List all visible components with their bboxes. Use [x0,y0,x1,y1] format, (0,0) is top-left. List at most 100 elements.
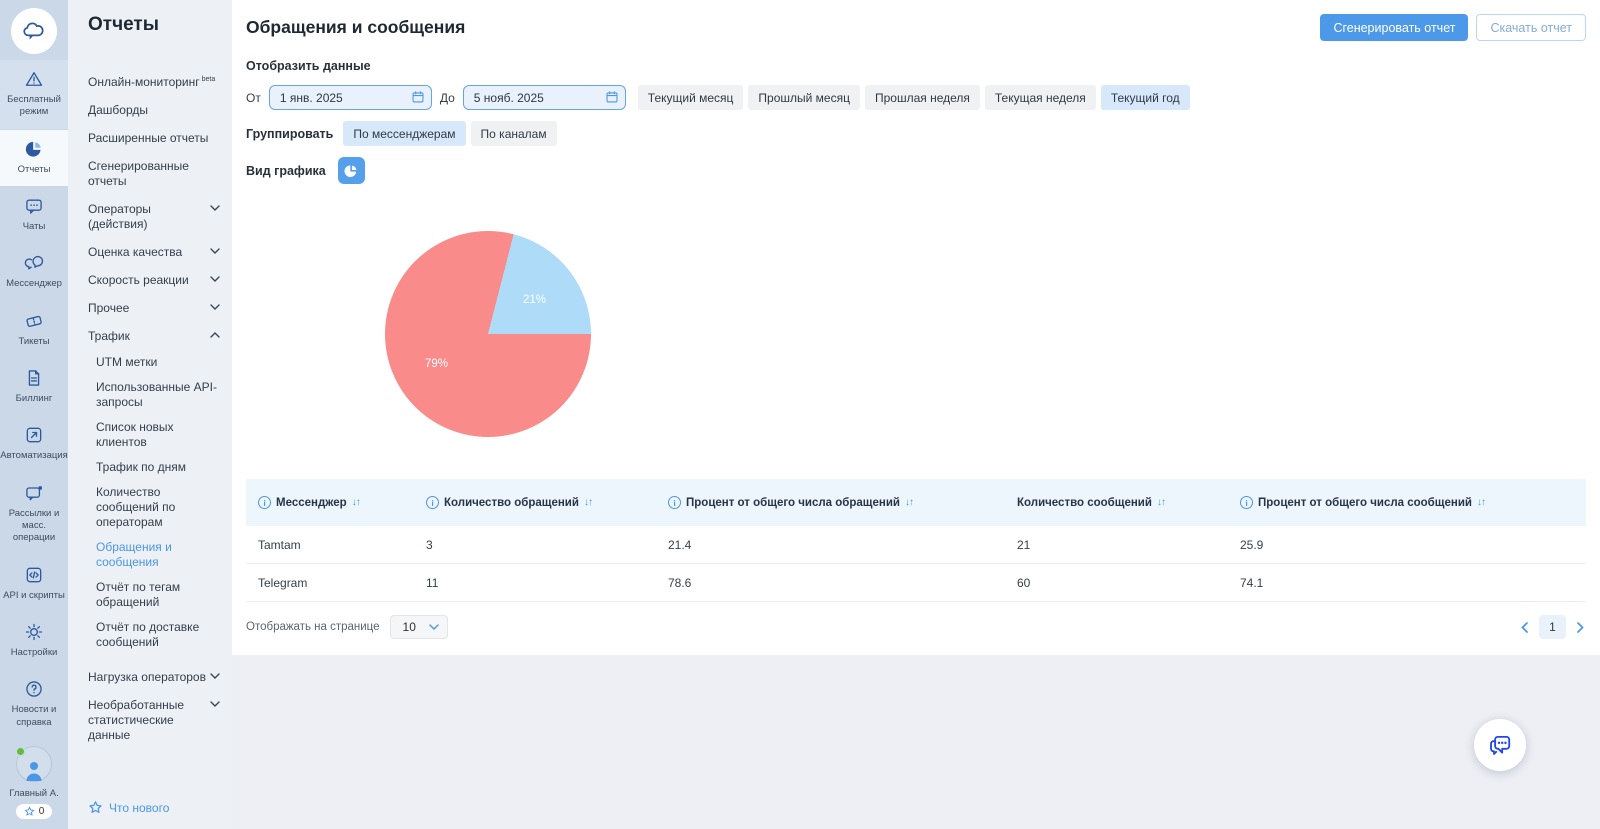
sidebar-item-api-requests[interactable]: Использованные API-запросы [96,375,222,415]
range-last-week[interactable]: Прошлая неделя [864,85,980,110]
info-icon[interactable]: i [1240,496,1253,509]
column-header-message-percent[interactable]: i Процент от общего числа сообщений ↓↑ [1228,496,1586,509]
sidebar-item-traffic-by-day[interactable]: Трафик по дням [96,455,222,480]
rail-item-label: Настройки [10,647,58,659]
range-current-year[interactable]: Текущий год [1100,85,1190,110]
rating-pill[interactable]: 0 [15,804,53,819]
sidebar-item-utm[interactable]: UTM метки [96,350,222,375]
rail-item-billing[interactable]: Биллинг [0,359,68,415]
info-icon[interactable]: i [668,496,681,509]
sidebar-item-raw-statistics[interactable]: Необработанные статистические данные [88,691,222,749]
sidebar-item-operator-load[interactable]: Нагрузка операторов [88,663,222,691]
table-row: Tamtam 3 21.4 21 25.9 [246,526,1586,564]
sidebar-item-quality[interactable]: Оценка качества [88,238,222,266]
column-header-request-percent[interactable]: i Процент от общего числа обращений ↓↑ [656,496,1005,509]
rail-item-settings[interactable]: Настройки [0,613,68,669]
sidebar-item-advanced-reports[interactable]: Расширенные отчеты [88,124,222,152]
current-page-number[interactable]: 1 [1539,615,1566,639]
per-page-select[interactable]: 10 [389,615,448,639]
chevron-down-icon [428,624,439,630]
whats-new-link[interactable]: Что нового [88,800,222,815]
sidebar-item-requests-and-messages[interactable]: Обращения и сообщения [96,535,222,575]
pie-chart-canvas[interactable] [385,231,591,437]
cell-messenger: Telegram [258,575,308,590]
group-by-messenger[interactable]: По мессенджерам [343,121,466,146]
sidebar-item-online-monitoring[interactable]: Онлайн-мониторинг beta [88,68,222,96]
sort-icon[interactable]: ↓↑ [1156,497,1166,508]
app-logo[interactable] [11,8,57,54]
cell-message-count: 21 [1017,537,1031,552]
pagination: Отображать на странице 10 1 [246,615,1586,639]
star-icon [24,806,35,816]
chevron-down-icon [210,700,220,707]
from-label: От [246,90,261,105]
sidebar-item-label: Нагрузка операторов [88,669,206,684]
sidebar-title: Отчеты [88,14,159,35]
sidebar-item-new-clients[interactable]: Список новых клиентов [96,415,222,455]
sidebar-item-report-by-tags[interactable]: Отчёт по тегам обращений [96,575,222,615]
sidebar-item-label: Дашборды [88,102,148,117]
sidebar-item-dashboards[interactable]: Дашборды [88,96,222,124]
next-page-button[interactable] [1575,620,1586,635]
pie-slice-label-tamtam: 21% [523,294,547,306]
info-icon[interactable]: i [426,496,439,509]
rail-item-automation[interactable]: Автоматизация [0,416,68,472]
avatar[interactable] [14,746,52,782]
ticket-icon [24,311,44,331]
column-header-message-count[interactable]: Количество сообщений ↓↑ [1005,497,1228,509]
question-circle-icon [24,679,44,699]
rail-user-block: Главный А. 0 [9,746,59,829]
sidebar-item-reaction-speed[interactable]: Скорость реакции [88,266,222,294]
sidebar-item-label: UTM метки [96,355,158,369]
support-chat-button[interactable] [1474,719,1526,771]
range-current-month[interactable]: Текущий месяц [637,85,744,110]
rail-item-label: Биллинг [15,393,53,405]
rail-item-campaigns[interactable]: Рассылки и масс. операции [0,474,68,555]
column-header-messenger[interactable]: i Мессенджер ↓↑ [246,496,414,509]
generate-report-button[interactable]: Сгенерировать отчет [1320,14,1469,41]
range-current-week[interactable]: Текущая неделя [984,85,1096,110]
calendar-icon[interactable] [411,90,425,104]
rail-item-free-mode[interactable]: Бесплатный режим [0,60,68,129]
column-header-request-count[interactable]: i Количество обращений ↓↑ [414,496,656,509]
rail-item-chats[interactable]: Чаты [0,187,68,243]
sort-icon[interactable]: ↓↑ [904,497,914,508]
sort-icon[interactable]: ↓↑ [1476,497,1486,508]
sidebar-item-other[interactable]: Прочее [88,294,222,322]
table-body: Tamtam 3 21.4 21 25.9 Telegram 11 78.6 6… [246,526,1586,602]
rail-item-news-help[interactable]: Новости и справка [0,670,68,739]
chevron-down-icon [210,247,220,254]
sidebar-item-generated-reports[interactable]: Сгенерированные отчеты [88,152,222,195]
sidebar-item-label: Онлайн-мониторинг beta [88,74,216,89]
cell-request-percent: 78.6 [668,575,692,590]
date-filter-row: От До Текущий месяц Прошлый месяц Прошла… [246,85,1586,110]
group-by-channel[interactable]: По каналам [470,121,557,146]
sidebar-item-delivery-report[interactable]: Отчёт по доставке сообщений [96,615,222,655]
per-page-label: Отображать на странице [246,621,380,633]
range-last-month[interactable]: Прошлый месяц [748,85,860,110]
column-header-label: Мессенджер [276,496,347,509]
pie-chart-view-button[interactable] [337,157,365,184]
rating-value: 0 [38,806,45,817]
sidebar-item-traffic[interactable]: Трафик [88,322,222,350]
calendar-icon[interactable] [605,90,619,104]
date-to-input[interactable] [462,85,626,110]
column-header-label: Количество сообщений [1017,496,1152,509]
rail-item-api-scripts[interactable]: API и скрипты [0,556,68,612]
prev-page-button[interactable] [1519,620,1530,635]
table-row: Telegram 11 78.6 60 74.1 [246,564,1586,602]
rail-item-messenger[interactable]: Мессенджер [0,244,68,300]
download-report-button[interactable]: Скачать отчет [1476,14,1586,41]
gear-icon [24,622,44,642]
rail-item-reports[interactable]: Отчеты [0,129,68,187]
info-icon[interactable]: i [258,496,271,509]
sort-icon[interactable]: ↓↑ [351,497,361,508]
reports-sidebar: Отчеты Онлайн-мониторинг beta Дашборды Ра… [68,0,232,829]
to-label: До [439,90,455,105]
sidebar-item-label: Использованные API-запросы [96,380,217,409]
rail-item-tickets[interactable]: Тикеты [0,302,68,358]
sidebar-item-messages-by-operator[interactable]: Количество сообщений по операторам [96,480,222,535]
sort-icon[interactable]: ↓↑ [583,497,593,508]
sidebar-item-operators-actions[interactable]: Операторы (действия) [88,195,222,238]
date-from-input[interactable] [268,85,432,110]
